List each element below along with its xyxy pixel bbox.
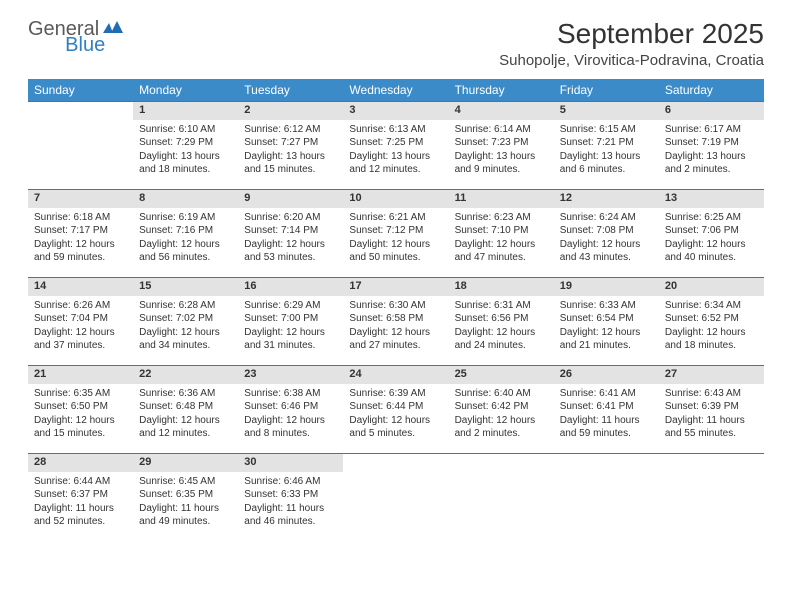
day-number: 19	[554, 278, 659, 296]
day-content-row: Sunrise: 6:26 AMSunset: 7:04 PMDaylight:…	[28, 296, 764, 366]
day-cell: Sunrise: 6:10 AMSunset: 7:29 PMDaylight:…	[133, 120, 238, 190]
day-cell: Sunrise: 6:19 AMSunset: 7:16 PMDaylight:…	[133, 208, 238, 278]
day-cell: Sunrise: 6:35 AMSunset: 6:50 PMDaylight:…	[28, 384, 133, 454]
day-number: 17	[343, 278, 448, 296]
day-content-row: Sunrise: 6:44 AMSunset: 6:37 PMDaylight:…	[28, 472, 764, 542]
day-cell: Sunrise: 6:15 AMSunset: 7:21 PMDaylight:…	[554, 120, 659, 190]
day-cell	[28, 120, 133, 190]
day-number	[554, 454, 659, 472]
day-cell: Sunrise: 6:36 AMSunset: 6:48 PMDaylight:…	[133, 384, 238, 454]
day-cell: Sunrise: 6:26 AMSunset: 7:04 PMDaylight:…	[28, 296, 133, 366]
day-number: 4	[449, 102, 554, 120]
day-cell	[449, 472, 554, 542]
day-cell: Sunrise: 6:38 AMSunset: 6:46 PMDaylight:…	[238, 384, 343, 454]
day-cell: Sunrise: 6:43 AMSunset: 6:39 PMDaylight:…	[659, 384, 764, 454]
day-cell: Sunrise: 6:40 AMSunset: 6:42 PMDaylight:…	[449, 384, 554, 454]
day-header: Wednesday	[343, 79, 448, 102]
day-number-row: 78910111213	[28, 190, 764, 208]
day-number: 29	[133, 454, 238, 472]
day-header: Thursday	[449, 79, 554, 102]
day-cell: Sunrise: 6:12 AMSunset: 7:27 PMDaylight:…	[238, 120, 343, 190]
day-number: 12	[554, 190, 659, 208]
day-cell: Sunrise: 6:25 AMSunset: 7:06 PMDaylight:…	[659, 208, 764, 278]
day-number: 9	[238, 190, 343, 208]
title-block: September 2025 Suhopolje, Virovitica-Pod…	[499, 18, 764, 69]
day-number-row: 123456	[28, 102, 764, 120]
day-number: 28	[28, 454, 133, 472]
day-number: 25	[449, 366, 554, 384]
day-number-row: 282930	[28, 454, 764, 472]
day-cell: Sunrise: 6:39 AMSunset: 6:44 PMDaylight:…	[343, 384, 448, 454]
day-number	[343, 454, 448, 472]
day-cell: Sunrise: 6:34 AMSunset: 6:52 PMDaylight:…	[659, 296, 764, 366]
day-cell: Sunrise: 6:41 AMSunset: 6:41 PMDaylight:…	[554, 384, 659, 454]
day-header: Tuesday	[238, 79, 343, 102]
day-header-row: Sunday Monday Tuesday Wednesday Thursday…	[28, 79, 764, 102]
day-number: 3	[343, 102, 448, 120]
day-cell: Sunrise: 6:46 AMSunset: 6:33 PMDaylight:…	[238, 472, 343, 542]
day-number: 13	[659, 190, 764, 208]
day-cell: Sunrise: 6:28 AMSunset: 7:02 PMDaylight:…	[133, 296, 238, 366]
day-cell: Sunrise: 6:23 AMSunset: 7:10 PMDaylight:…	[449, 208, 554, 278]
day-number: 18	[449, 278, 554, 296]
day-cell: Sunrise: 6:18 AMSunset: 7:17 PMDaylight:…	[28, 208, 133, 278]
day-number: 22	[133, 366, 238, 384]
flag-icon	[103, 19, 125, 40]
day-number: 6	[659, 102, 764, 120]
day-number	[28, 102, 133, 120]
day-cell: Sunrise: 6:45 AMSunset: 6:35 PMDaylight:…	[133, 472, 238, 542]
logo: General Blue	[28, 18, 167, 41]
day-number: 20	[659, 278, 764, 296]
day-number: 24	[343, 366, 448, 384]
day-header: Friday	[554, 79, 659, 102]
day-header: Monday	[133, 79, 238, 102]
day-content-row: Sunrise: 6:10 AMSunset: 7:29 PMDaylight:…	[28, 120, 764, 190]
day-content-row: Sunrise: 6:18 AMSunset: 7:17 PMDaylight:…	[28, 208, 764, 278]
day-number-row: 21222324252627	[28, 366, 764, 384]
day-cell: Sunrise: 6:24 AMSunset: 7:08 PMDaylight:…	[554, 208, 659, 278]
day-number: 10	[343, 190, 448, 208]
day-cell: Sunrise: 6:31 AMSunset: 6:56 PMDaylight:…	[449, 296, 554, 366]
calendar-body: 123456Sunrise: 6:10 AMSunset: 7:29 PMDay…	[28, 102, 764, 542]
day-cell: Sunrise: 6:30 AMSunset: 6:58 PMDaylight:…	[343, 296, 448, 366]
day-content-row: Sunrise: 6:35 AMSunset: 6:50 PMDaylight:…	[28, 384, 764, 454]
day-cell: Sunrise: 6:13 AMSunset: 7:25 PMDaylight:…	[343, 120, 448, 190]
day-number: 11	[449, 190, 554, 208]
day-number: 23	[238, 366, 343, 384]
day-cell: Sunrise: 6:14 AMSunset: 7:23 PMDaylight:…	[449, 120, 554, 190]
day-number: 1	[133, 102, 238, 120]
day-number: 14	[28, 278, 133, 296]
day-number: 21	[28, 366, 133, 384]
day-cell: Sunrise: 6:20 AMSunset: 7:14 PMDaylight:…	[238, 208, 343, 278]
day-cell	[343, 472, 448, 542]
day-cell	[659, 472, 764, 542]
day-number: 27	[659, 366, 764, 384]
header: General Blue September 2025 Suhopolje, V…	[28, 18, 764, 69]
location: Suhopolje, Virovitica-Podravina, Croatia	[499, 52, 764, 69]
day-cell: Sunrise: 6:44 AMSunset: 6:37 PMDaylight:…	[28, 472, 133, 542]
day-number: 8	[133, 190, 238, 208]
day-cell: Sunrise: 6:21 AMSunset: 7:12 PMDaylight:…	[343, 208, 448, 278]
day-cell: Sunrise: 6:29 AMSunset: 7:00 PMDaylight:…	[238, 296, 343, 366]
day-number-row: 14151617181920	[28, 278, 764, 296]
day-number: 5	[554, 102, 659, 120]
day-cell: Sunrise: 6:17 AMSunset: 7:19 PMDaylight:…	[659, 120, 764, 190]
day-number: 15	[133, 278, 238, 296]
day-cell: Sunrise: 6:33 AMSunset: 6:54 PMDaylight:…	[554, 296, 659, 366]
day-number: 7	[28, 190, 133, 208]
day-cell	[554, 472, 659, 542]
day-header: Sunday	[28, 79, 133, 102]
day-number: 26	[554, 366, 659, 384]
day-header: Saturday	[659, 79, 764, 102]
logo-text-blue: Blue	[65, 34, 105, 57]
month-title: September 2025	[499, 18, 764, 50]
day-number: 16	[238, 278, 343, 296]
day-number	[659, 454, 764, 472]
day-number: 2	[238, 102, 343, 120]
calendar-table: Sunday Monday Tuesday Wednesday Thursday…	[28, 79, 764, 542]
day-number: 30	[238, 454, 343, 472]
day-number	[449, 454, 554, 472]
